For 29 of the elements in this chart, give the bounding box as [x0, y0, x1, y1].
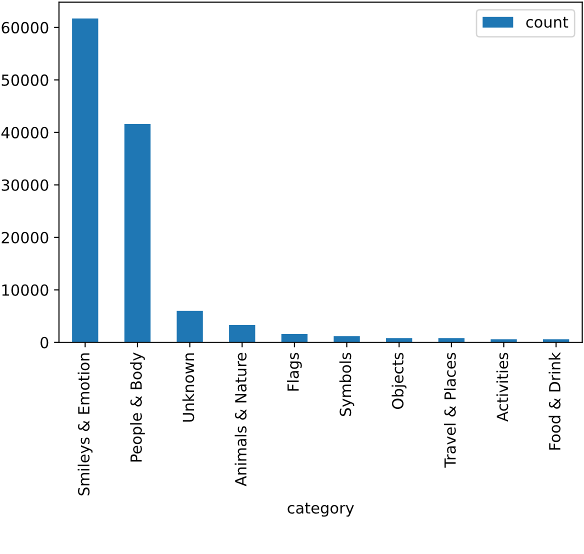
legend-label: count [526, 16, 568, 28]
x-tick-label: Animals & Nature [234, 352, 247, 486]
bar [543, 339, 570, 342]
y-tick-label: 50000 [2, 74, 48, 86]
bar [490, 339, 517, 342]
x-tick-label: Unknown [182, 353, 194, 422]
bar [334, 336, 360, 342]
x-axis-title: category [288, 502, 354, 517]
x-tick-label: Flags [287, 352, 302, 391]
y-tick-label: 60000 [2, 22, 48, 34]
bar [229, 325, 256, 342]
x-tick-label: Travel & Places [444, 352, 456, 468]
y-tick-label: 0 [40, 336, 48, 348]
bar [281, 334, 308, 342]
x-tick-label: Food & Drink [548, 352, 561, 450]
x-tick-label: Activities [496, 352, 508, 422]
bar [438, 338, 465, 342]
x-tick-label: Symbols [339, 352, 354, 416]
bar [124, 124, 151, 342]
bar [176, 310, 203, 342]
y-tick-label: 20000 [2, 232, 48, 244]
y-tick-label: 10000 [2, 284, 48, 296]
bar [386, 338, 412, 342]
x-tick-label: Objects [392, 352, 406, 409]
x-tick-label: People & Body [130, 352, 145, 462]
y-tick-label: 40000 [1, 126, 48, 138]
bar [72, 18, 98, 342]
x-tick-label: Smileys & Emotion [78, 353, 93, 496]
y-tick-label: 30000 [2, 179, 48, 191]
